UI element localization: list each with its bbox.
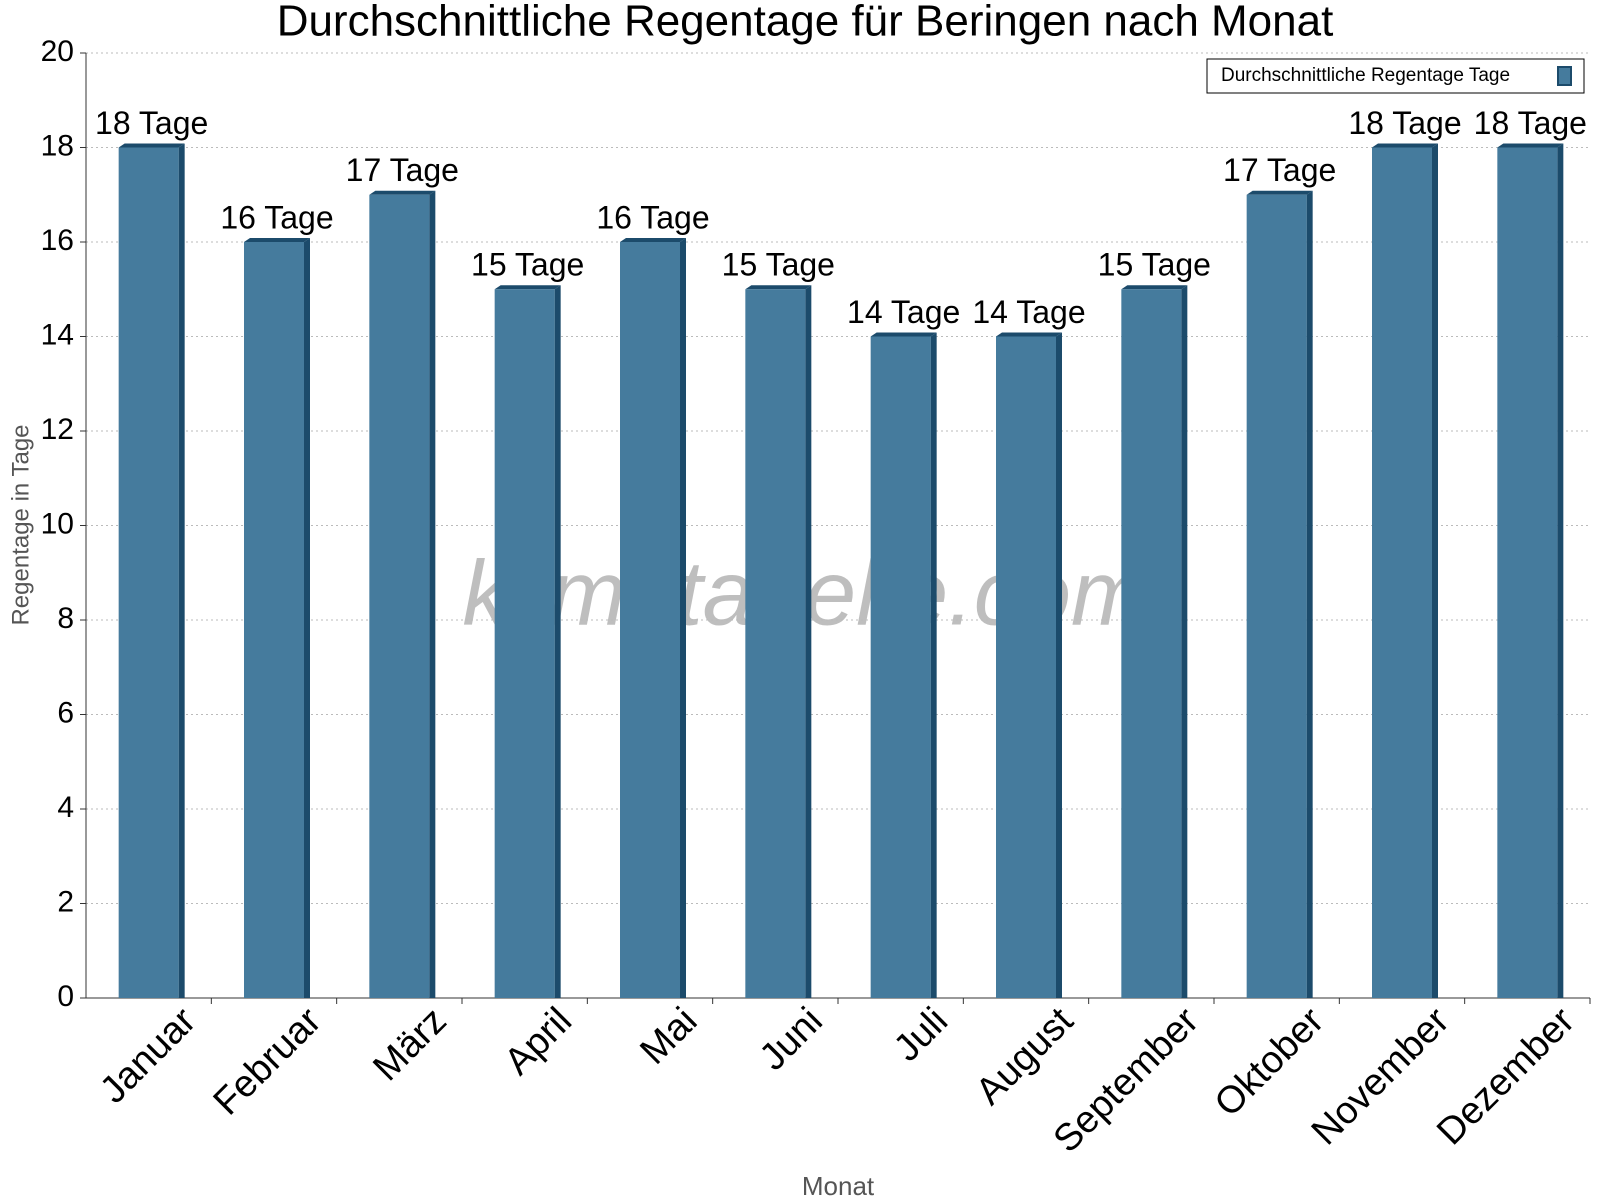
y-tick-label: 0 [57,980,74,1013]
bar [1497,147,1558,998]
bar-side [930,332,937,998]
value-label: 18 Tage [1474,105,1587,141]
x-tick-label: Januar [92,1000,204,1112]
bar [118,147,179,998]
bar [620,242,680,998]
bar [1372,147,1432,998]
x-tick-label: März [365,1000,454,1089]
bar-side [304,238,310,998]
y-tick-label: 10 [41,507,74,540]
chart-title: Durchschnittliche Regentage für Beringen… [277,0,1334,46]
bar-top [494,285,561,290]
bar-top [870,332,937,337]
bar [1121,289,1182,998]
bar-side [680,238,686,998]
value-label: 17 Tage [1223,152,1336,188]
bar-top [996,332,1062,337]
bar [996,336,1056,998]
x-tick-label: April [497,1000,580,1083]
bar-top [620,238,686,242]
y-tick-label: 16 [41,224,74,257]
bar-top [1497,143,1564,148]
y-tick-label: 14 [41,318,74,351]
legend-box [1206,58,1585,94]
y-tick-label: 8 [57,602,74,635]
y-tick-label: 2 [57,885,74,918]
legend-swatch [1557,66,1572,86]
value-label: 14 Tage [972,294,1085,330]
bar-side [429,190,436,998]
bar-top [1372,143,1438,148]
value-label: 15 Tage [1098,247,1211,283]
value-label: 14 Tage [847,294,960,330]
bar-side [1056,332,1062,998]
y-tick-label: 18 [41,129,74,162]
bar [494,289,555,998]
bar-top [244,238,310,242]
value-label: 16 Tage [220,199,333,235]
x-tick-label: Februar [206,1000,330,1124]
value-label: 18 Tage [1348,105,1461,141]
bar-side [1306,190,1313,998]
bar-top [369,190,436,195]
x-tick-label: August [968,999,1082,1113]
x-tick-label: Dezember [1429,1000,1583,1154]
bar-side [1557,143,1564,998]
bar-side [1432,143,1438,998]
bar-top [118,143,185,148]
bar-top [745,285,812,290]
bar-top [1121,285,1188,290]
value-label: 15 Tage [722,247,835,283]
x-tick-label: Mai [632,1000,705,1073]
x-tick-label: Oktober [1207,1000,1333,1126]
bar [369,194,430,998]
bar-side [1181,285,1188,998]
bar-side [554,285,561,998]
bar [244,242,304,998]
y-axis-title: Regentage in Tage [7,424,34,625]
value-label: 15 Tage [471,247,584,283]
bar [745,289,806,998]
value-label: 16 Tage [596,199,709,235]
bar-side [805,285,812,998]
x-tick-label: Juli [886,1000,956,1070]
bar-side [178,143,185,998]
x-axis-title: Monat [802,1171,875,1200]
value-label: 18 Tage [95,105,208,141]
y-tick-label: 20 [41,35,74,68]
value-label: 17 Tage [346,152,459,188]
y-tick-label: 12 [41,413,74,446]
bar-top [1246,190,1313,195]
bar [1246,194,1307,998]
bar [870,336,931,998]
y-tick-label: 4 [57,791,74,824]
y-tick-label: 6 [57,696,74,729]
legend-label: Durchschnittliche Regentage Tage [1221,65,1510,86]
x-tick-label: Juni [752,1000,831,1079]
